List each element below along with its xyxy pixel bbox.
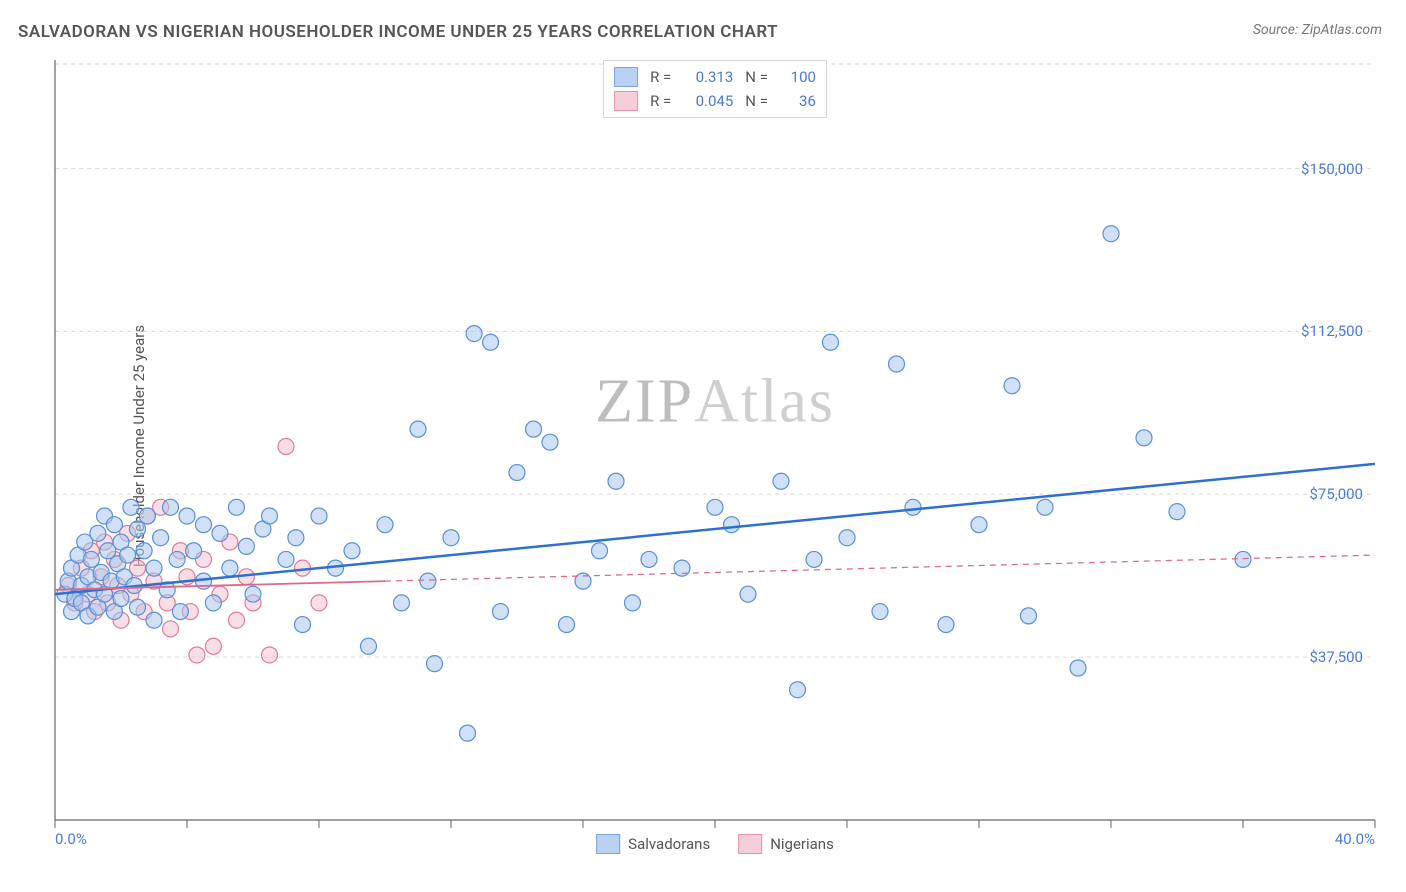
legend-series: Salvadorans Nigerians	[596, 834, 834, 854]
legend-swatch	[614, 67, 638, 87]
legend-correlation-row: R =0.045N =36	[614, 89, 816, 113]
y-tick-label: $112,500	[1301, 322, 1363, 340]
source-name: ZipAtlas.com	[1302, 22, 1382, 38]
chart-title: SALVADORAN VS NIGERIAN HOUSEHOLDER INCOM…	[18, 22, 778, 42]
chart-container: SALVADORAN VS NIGERIAN HOUSEHOLDER INCOM…	[0, 0, 1406, 892]
y-tick-label: $150,000	[1301, 160, 1363, 178]
y-tick-label: $37,500	[1309, 648, 1363, 666]
y-tick-label: $75,000	[1309, 485, 1363, 503]
legend-series-item: Nigerians	[738, 834, 834, 854]
source-attribution: Source: ZipAtlas.com	[1253, 22, 1382, 38]
plot-area: ZIPAtlas R =0.313N =100R =0.045N =36 $37…	[55, 60, 1375, 820]
legend-swatch	[738, 834, 762, 854]
legend-series-label: Nigerians	[770, 835, 834, 853]
chart-svg	[55, 60, 1375, 820]
source-prefix: Source:	[1253, 22, 1302, 38]
legend-correlation-row: R =0.313N =100	[614, 65, 816, 89]
legend-correlation: R =0.313N =100R =0.045N =36	[603, 60, 827, 118]
legend-swatch	[614, 91, 638, 111]
legend-series-item: Salvadorans	[596, 834, 710, 854]
legend-series-label: Salvadorans	[628, 835, 710, 853]
x-tick-min-label: 0.0%	[55, 830, 87, 848]
x-tick-max-label: 40.0%	[1335, 830, 1375, 848]
legend-swatch	[596, 834, 620, 854]
